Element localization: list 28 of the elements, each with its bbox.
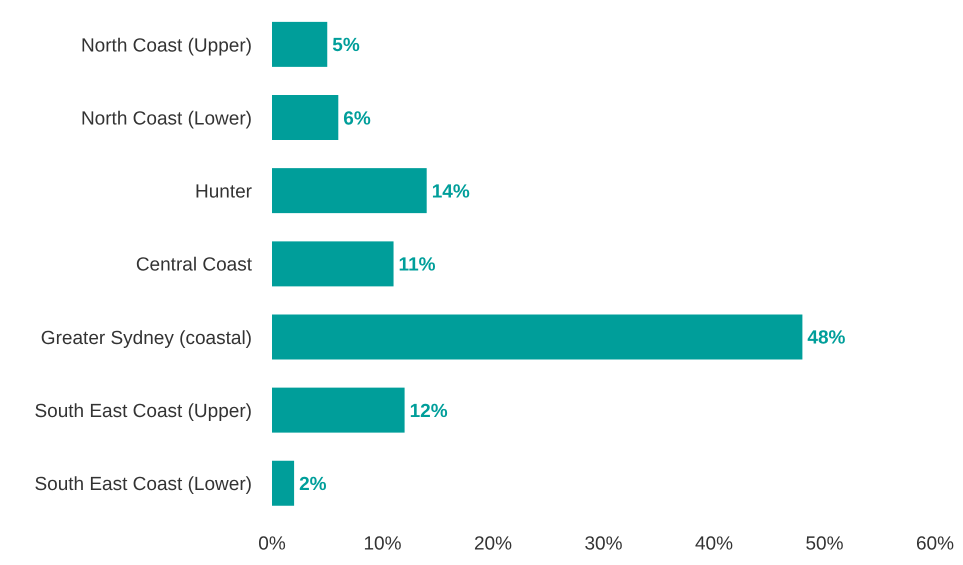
x-tick-label: 60% (916, 533, 954, 554)
y-tick-label: South East Coast (Lower) (34, 474, 252, 496)
x-tick-label: 50% (805, 533, 844, 554)
y-tick-label: North Coast (Lower) (80, 108, 252, 130)
data-label: 5% (332, 35, 360, 56)
bar (272, 22, 328, 67)
y-tick-label: North Coast (Upper) (80, 35, 252, 56)
x-tick-label: 40% (694, 533, 734, 554)
bar (272, 388, 405, 433)
x-tick-label: 0% (258, 533, 286, 554)
y-tick-label: Hunter (194, 182, 253, 203)
data-label: 11% (398, 254, 436, 276)
y-tick-label: South East Coast (Upper) (34, 401, 252, 422)
bar (272, 168, 427, 214)
data-label: 6% (343, 108, 371, 130)
x-tick-label: 20% (474, 533, 512, 554)
data-label: 12% (410, 400, 448, 422)
data-label: 14% (432, 181, 470, 202)
data-label: 48% (807, 328, 846, 349)
y-tick-label: Central Coast (136, 254, 253, 276)
data-label: 2% (299, 474, 327, 495)
bar (272, 314, 802, 360)
x-tick-label: 10% (363, 533, 402, 554)
bar (272, 460, 294, 506)
bar (272, 241, 394, 286)
bar (272, 95, 338, 140)
y-tick-label: Greater Sydney (coastal) (40, 328, 252, 349)
x-tick-label: 30% (584, 533, 623, 554)
